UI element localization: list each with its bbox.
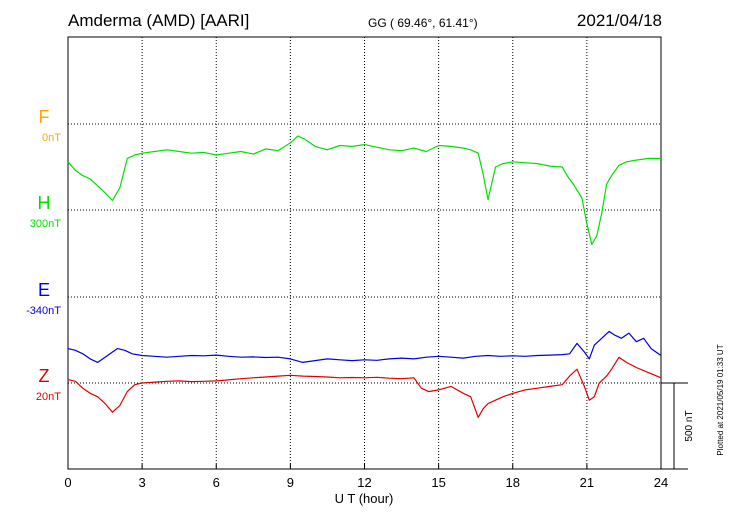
series-name-z: Z <box>39 366 50 386</box>
series-baseline-z: 20nT <box>36 391 61 403</box>
scale-bar <box>661 382 688 470</box>
series-name-h: H <box>38 193 51 213</box>
series-baseline-h: 300nT <box>30 218 61 230</box>
scale-bar-label: 500 nT <box>684 410 695 441</box>
x-tick-label: 15 <box>431 475 445 490</box>
x-axis-label: U T (hour) <box>335 491 394 506</box>
series-baseline-f: 0nT <box>42 132 61 144</box>
x-tick-label: 24 <box>654 475 668 490</box>
series-baseline-e: -340nT <box>26 305 61 317</box>
series-line-z <box>67 356 662 418</box>
series-lines <box>67 135 662 418</box>
x-tick-label: 9 <box>287 475 294 490</box>
plotted-timestamp: Plotted at 2021/05/19 01:33 UT <box>716 344 725 455</box>
station-title: Amderma (AMD) [AARI] <box>68 11 249 30</box>
series-name-e: E <box>38 280 50 300</box>
x-tick-label: 18 <box>506 475 520 490</box>
series-line-e <box>67 330 662 363</box>
x-tick-label: 6 <box>213 475 220 490</box>
series-line-h <box>67 135 661 245</box>
x-tick-label: 21 <box>580 475 594 490</box>
x-tick-label: 3 <box>139 475 146 490</box>
grid <box>68 37 661 469</box>
coordinates-label: GG ( 69.46°, 61.41°) <box>368 16 478 30</box>
series-labels: F 0nT H 300nT E -340nT Z 20nT <box>26 107 61 403</box>
date-label: 2021/04/18 <box>577 11 662 30</box>
x-tick-label: 0 <box>64 475 71 490</box>
x-axis-ticks: 0 3 6 9 12 15 18 21 24 <box>64 464 668 490</box>
x-tick-label: 12 <box>357 475 371 490</box>
series-name-f: F <box>39 107 50 127</box>
